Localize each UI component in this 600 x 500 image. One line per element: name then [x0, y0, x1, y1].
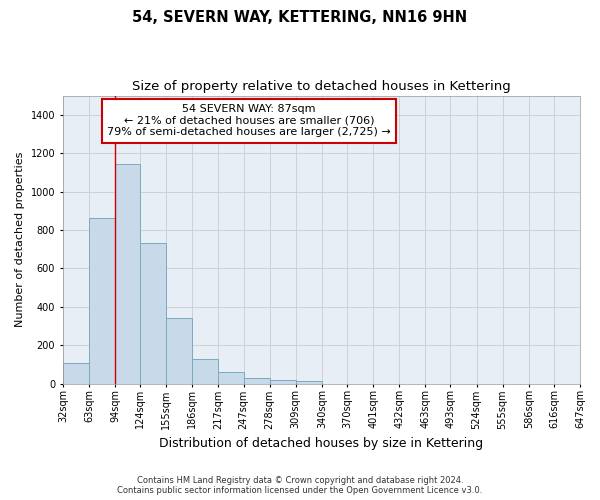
Bar [218, 372, 244, 384]
Bar [89, 218, 115, 384]
Text: 54, SEVERN WAY, KETTERING, NN16 9HN: 54, SEVERN WAY, KETTERING, NN16 9HN [133, 10, 467, 25]
Bar [296, 380, 322, 384]
Text: Contains HM Land Registry data © Crown copyright and database right 2024.
Contai: Contains HM Land Registry data © Crown c… [118, 476, 482, 495]
Bar [166, 318, 193, 384]
Bar [193, 358, 218, 384]
Text: 54 SEVERN WAY: 87sqm
← 21% of detached houses are smaller (706)
79% of semi-deta: 54 SEVERN WAY: 87sqm ← 21% of detached h… [107, 104, 391, 138]
Bar [63, 364, 89, 384]
Bar [140, 244, 166, 384]
Title: Size of property relative to detached houses in Kettering: Size of property relative to detached ho… [132, 80, 511, 93]
X-axis label: Distribution of detached houses by size in Kettering: Distribution of detached houses by size … [160, 437, 484, 450]
Bar [115, 164, 140, 384]
Y-axis label: Number of detached properties: Number of detached properties [15, 152, 25, 328]
Bar [244, 378, 269, 384]
Bar [269, 380, 296, 384]
